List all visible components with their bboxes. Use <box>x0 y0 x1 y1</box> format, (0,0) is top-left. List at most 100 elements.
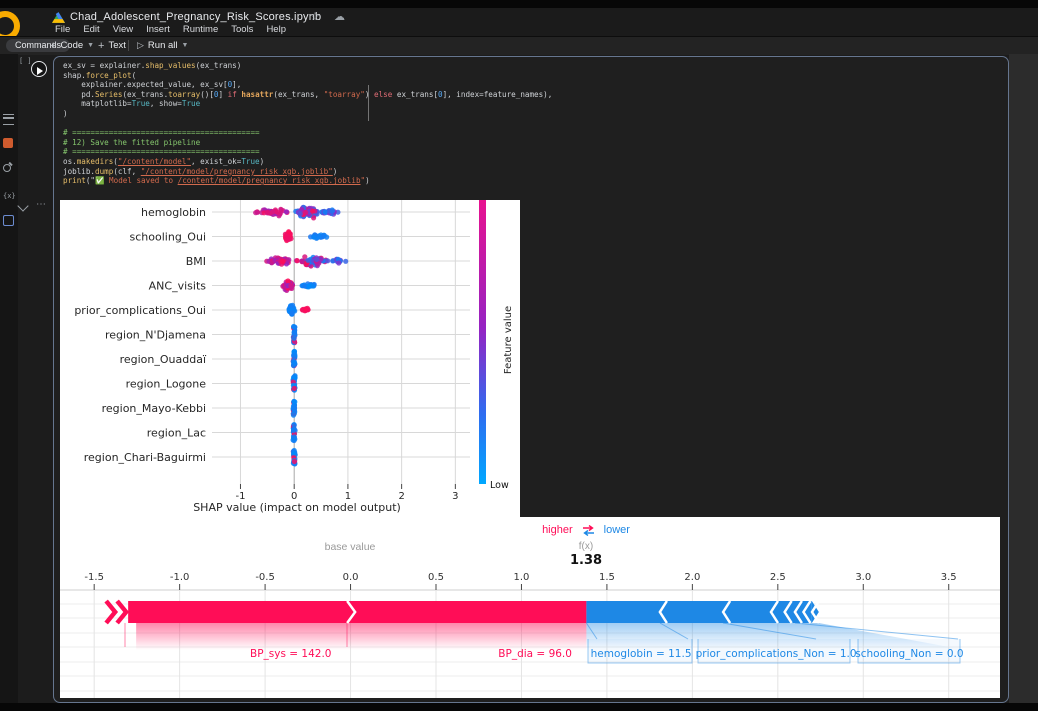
toolbar: Commands + Code ▼ + Text ▷ Run all ▼ <box>0 36 1038 55</box>
fx-value: 1.38 <box>569 553 603 568</box>
svg-text:2.0: 2.0 <box>684 572 700 583</box>
add-text-button[interactable]: + Text <box>98 39 126 52</box>
svg-text:2.5: 2.5 <box>770 572 786 583</box>
window-top-strip <box>0 0 1038 8</box>
swap-arrows-icon <box>582 524 594 536</box>
svg-text:1.0: 1.0 <box>514 572 530 583</box>
svg-text:hemoglobin = 11.5: hemoglobin = 11.5 <box>591 648 692 660</box>
svg-text:2: 2 <box>398 491 404 502</box>
svg-text:region_Chari-Baguirmi: region_Chari-Baguirmi <box>84 451 206 464</box>
svg-text:BP_dia = 96.0: BP_dia = 96.0 <box>498 648 572 660</box>
drive-icon <box>52 12 65 23</box>
lower-label: lower <box>603 524 630 536</box>
svg-text:region_Lac: region_Lac <box>147 427 206 440</box>
notebook-filename[interactable]: Chad_Adolescent_Pregnancy_Risk_Scores.ip… <box>70 11 322 23</box>
svg-text:region_N'Djamena: region_N'Djamena <box>105 329 206 342</box>
beeswarm-svg: -1 0 1 2 3 hemoglobin schooling_Oui BMI ANC_visi… <box>74 200 514 514</box>
higher-label: higher <box>542 524 573 536</box>
svg-text:BP_sys = 142.0: BP_sys = 142.0 <box>250 648 331 660</box>
extensions-icon[interactable] <box>3 138 15 150</box>
menu-item-tools[interactable]: Tools <box>231 24 254 35</box>
shap-force-plot: higher lower f(x) 1.38 base value -1.5 -1… <box>60 517 1000 698</box>
svg-text:SHAP value (impact on model ou: SHAP value (impact on model output) <box>193 501 401 514</box>
star-icon[interactable]: ☆ <box>310 11 320 23</box>
svg-text:schooling_Oui: schooling_Oui <box>130 231 206 244</box>
editor-cursor <box>368 85 369 121</box>
svg-text:Feature value: Feature value <box>503 306 514 374</box>
play-icon <box>37 66 43 75</box>
svg-text:prior_complications_Non = 1.0: prior_complications_Non = 1.0 <box>696 648 857 660</box>
svg-text:0: 0 <box>291 491 297 502</box>
menu-item-help[interactable]: Help <box>266 24 286 35</box>
svg-text:BMI: BMI <box>186 255 206 268</box>
app-header: Chad_Adolescent_Pregnancy_Risk_Scores.ip… <box>0 8 1038 41</box>
svg-text:Low: Low <box>490 480 509 491</box>
shap-summary-plot: -1 0 1 2 3 hemoglobin schooling_Oui BMI ANC_visi… <box>60 200 520 517</box>
fx-label: f(x) <box>578 541 594 552</box>
notebook-right-margin <box>1009 54 1038 703</box>
menu-item-file[interactable]: File <box>55 24 71 35</box>
code-line <box>63 119 1003 129</box>
run-cell-button[interactable] <box>31 61 47 77</box>
svg-text:region_Mayo-Kebbi: region_Mayo-Kebbi <box>102 402 206 415</box>
code-line: # ======================================… <box>63 128 260 138</box>
svg-text:region_Logone: region_Logone <box>126 378 207 391</box>
menubar: File Edit View Insert Runtime Tools Help <box>55 24 286 36</box>
svg-text:-1: -1 <box>235 491 245 502</box>
code-line: print("✅ Model saved to /content/model/p… <box>63 176 370 186</box>
force-plot-legend: higher lower <box>498 524 674 536</box>
code-line: matplotlib=True, show=True <box>63 99 201 109</box>
svg-text:-0.5: -0.5 <box>255 572 275 583</box>
search-icon[interactable] <box>3 164 15 176</box>
svg-text:3.0: 3.0 <box>855 572 871 583</box>
svg-text:1: 1 <box>345 491 351 502</box>
plus-icon: + <box>50 39 57 52</box>
svg-text:3.5: 3.5 <box>941 572 957 583</box>
files-icon[interactable] <box>3 215 15 227</box>
menu-item-view[interactable]: View <box>112 24 134 35</box>
menu-item-edit[interactable]: Edit <box>83 24 100 35</box>
add-code-label: Code <box>60 40 84 51</box>
svg-text:hemoglobin: hemoglobin <box>141 206 206 219</box>
code-line: ) <box>63 108 68 118</box>
cell-execution-indicator: [ ] <box>19 57 32 65</box>
svg-text:1.5: 1.5 <box>599 572 615 583</box>
force-plot-canvas: -1.5 -1.0 -0.5 0.0 0.5 1.0 1.5 2.0 2.5 3.0 3.5 BP_s… <box>60 517 1000 703</box>
window-bottom-strip <box>0 703 1038 711</box>
add-code-button[interactable]: + Code ▼ <box>50 39 94 52</box>
plus-icon: + <box>98 39 105 52</box>
menu-item-insert[interactable]: Insert <box>146 24 170 35</box>
play-outline-icon: ▷ <box>137 40 144 50</box>
svg-text:ANC_visits: ANC_visits <box>149 280 207 293</box>
code-line: # ======================================… <box>63 147 260 157</box>
code-line: joblib.dump(clf, "/content/model/pregnan… <box>63 166 338 176</box>
code-line: # 12) Save the fitted pipeline <box>63 137 201 147</box>
svg-text:0.0: 0.0 <box>343 572 359 583</box>
svg-text:-1.5: -1.5 <box>84 572 104 583</box>
svg-text:schooling_Non = 0.0: schooling_Non = 0.0 <box>855 648 963 660</box>
collapse-output-icon[interactable] <box>17 200 29 212</box>
variables-icon[interactable]: {x} <box>3 192 16 200</box>
run-all-label: Run all <box>147 40 178 51</box>
code-line: pd.Series(ex_trans.toarray()[0] if hasat… <box>63 89 553 99</box>
svg-text:-1.0: -1.0 <box>170 572 190 583</box>
table-of-contents-icon[interactable] <box>3 112 15 125</box>
base-value-label: base value <box>324 541 376 553</box>
svg-text:3: 3 <box>452 491 458 502</box>
output-options-icon[interactable]: ⋯ <box>36 199 47 210</box>
run-all-button[interactable]: ▷ Run all ▼ <box>137 39 188 52</box>
chevron-down-icon: ▼ <box>181 42 189 49</box>
cloud-status-icon[interactable]: ☁ <box>334 11 345 23</box>
add-text-label: Text <box>108 40 126 51</box>
toolbar-divider <box>128 40 129 51</box>
svg-text:region_Ouaddaï: region_Ouaddaï <box>120 353 207 366</box>
code-line: os.makedirs("/content/model", exist_ok=T… <box>63 156 265 166</box>
commands-button[interactable]: Commands <box>6 39 71 52</box>
svg-text:prior_complications_Oui: prior_complications_Oui <box>74 304 206 317</box>
code-editor[interactable]: ex_sv = explainer.shap_values(ex_trans) s… <box>63 61 1003 186</box>
menu-item-runtime[interactable]: Runtime <box>182 24 219 35</box>
left-sidebar-rail: {x} <box>0 54 18 703</box>
code-line: explainer.expected_value, ex_sv[0], <box>63 80 242 90</box>
code-line: ex_sv = explainer.shap_values(ex_trans) <box>63 61 242 70</box>
svg-text:0.5: 0.5 <box>428 572 444 583</box>
